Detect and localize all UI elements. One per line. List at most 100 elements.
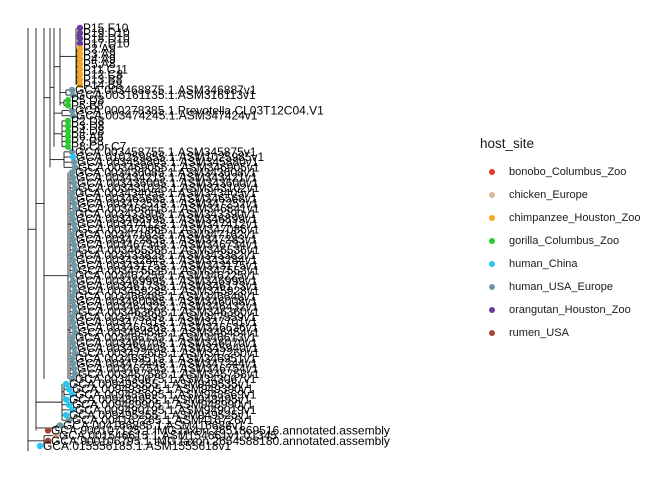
tip-label: GCA.009489905.1.ASM948990v1 [72, 398, 254, 412]
legend-label: human_USA_Europe [509, 280, 613, 293]
tip-point [76, 71, 84, 78]
tip-point [76, 60, 84, 68]
legend-swatch [489, 306, 495, 313]
tip-label: P14.B8 [83, 78, 123, 92]
tip-label: P2.A9 [83, 42, 116, 56]
tip-label: GCA.003459405.1.ASM345940v1 [77, 341, 259, 355]
tip-label: P17.D10 [83, 36, 130, 50]
tip-point [64, 128, 72, 135]
tip-label: GCA.900107125.1.IMG.taxon.2651869516.ann… [51, 424, 390, 438]
tip-label: GCA.003464325.1.ASM346432v1 [77, 300, 259, 314]
tip-point [76, 55, 84, 63]
tip-point [69, 318, 77, 326]
tip-label: GCA.003433825.1.ASM343382v1 [75, 248, 257, 262]
tip-point [68, 148, 76, 156]
tip-label: GCA.003458755.1.ASM345875v1 [75, 145, 257, 159]
legend-item: orangutan_Houston_Zoo [480, 298, 640, 321]
tip-point [70, 200, 78, 207]
tip-point [76, 45, 84, 52]
tip-label: GCA.003457585.1.ASM345758v1 [78, 367, 260, 381]
legend-label: human_China [509, 257, 578, 270]
tip-point [68, 251, 76, 259]
tip-label: P12.C8 [83, 67, 123, 81]
tip-label: GCA.003472525.1.ASM347252v1 [77, 196, 259, 210]
legend-swatch [489, 214, 495, 221]
tip-point [71, 184, 79, 192]
tip-point [64, 117, 72, 125]
tip-label: GCA.003467545.1.ASM346754v1 [77, 362, 259, 376]
tip-label: P3.A9 [83, 47, 116, 61]
tip-point [69, 195, 77, 202]
tip-label: GCA.003474125.1.ASM347412v1 [77, 217, 259, 231]
tip-point [44, 437, 52, 445]
tip-label: GCA.003161135.1.ASM316113v1 [76, 88, 256, 102]
legend-label: orangutan_Houston_Zoo [509, 303, 631, 316]
tip-label: GCA.000278385.1.Prevotella.CL03T12C04.V1 [75, 104, 324, 118]
tip-point [71, 164, 79, 171]
tip-point [76, 24, 84, 32]
legend-swatch [489, 260, 495, 267]
legend-swatch [489, 191, 495, 198]
tip-label: P4.D8 [71, 124, 105, 138]
tip-point [70, 220, 78, 228]
tip-label: P13.B8 [83, 73, 123, 87]
tip-label: GCA.009495255.1.ASM949525v1 [69, 408, 251, 422]
tip-point [70, 303, 78, 310]
tip-label: GCA.003472605.1.ASM347260v1 [78, 346, 260, 360]
tip-label: GCA.003475535.1.ASM347553v1 [78, 264, 260, 278]
tip-point [69, 174, 77, 181]
legend-label: rumen_USA [509, 326, 569, 339]
tip-label: GCA.003468995.1.ASM346899v1 [76, 212, 258, 226]
tip-point [71, 370, 79, 377]
tip-point [68, 169, 76, 176]
tip-label: P8.Cor.C7 [71, 140, 127, 154]
tip-label: P19.D10 [83, 26, 130, 40]
tip-point [68, 375, 76, 383]
tip-point [68, 107, 76, 114]
tip-point [71, 226, 79, 233]
tip-label: P5.B8 [71, 98, 104, 112]
tip-label: GCA.003464545.1.ASM346454v1 [78, 325, 260, 339]
legend-swatch [489, 168, 495, 175]
tip-label: GCA.003459285.1.ASM345928v1 [78, 284, 260, 298]
tip-label: P5.A8 [83, 57, 116, 71]
tip-point [71, 349, 79, 357]
tip-label: GCA.003465685.1.ASM346568v1 [76, 191, 258, 205]
tip-label: P15.F10 [83, 21, 129, 35]
tip-point [70, 282, 78, 290]
tip-point [76, 35, 84, 42]
tip-point [68, 355, 76, 362]
legend-item: bonobo_Columbus_Zoo [480, 160, 640, 183]
tip-point [71, 329, 79, 336]
tip-point [70, 179, 78, 187]
tip-label: GCA.001546615.1.ASM154661v1.01345 [59, 429, 277, 443]
legend-item: human_USA_Europe [480, 275, 640, 298]
tip-label: GCA.003472445.1.ASM347244v1 [76, 356, 258, 370]
legend-swatch [489, 237, 495, 244]
tip-point [70, 365, 78, 372]
tip-point [68, 272, 76, 279]
tip-label: GCA.009484955.1.ASM948495v1 [69, 393, 251, 407]
tip-label: GCA.003469055.1.ASM346905v1 [78, 160, 260, 174]
tip-point [71, 287, 79, 295]
tip-point [64, 143, 72, 150]
tip-label: GCA.003460085.1.ASM346008v1 [76, 295, 258, 309]
tip-label: GCA.003434055.1.ASM343405v1 [75, 186, 257, 200]
tip-point [64, 138, 72, 145]
tip-label: GCA.003472835.1.ASM347283v1 [76, 233, 258, 247]
tip-label: GCA.003468875.1.ASM346887v1 [75, 83, 257, 97]
tip-point [71, 308, 79, 316]
tip-label: GCA.009493905.1.ASM949390v1 [72, 382, 254, 396]
tip-label: GCA.015556185.1.ASM1555618v1 [43, 439, 231, 453]
tip-label: GCA.003468415.1.ASM346841v1 [78, 202, 260, 216]
tip-point [68, 313, 76, 321]
tip-label: GCA.003470865.1.ASM347086v1 [78, 222, 260, 236]
tip-point [68, 86, 76, 94]
legend-item: human_China [480, 252, 640, 275]
tip-label: P5.D8 [71, 93, 105, 107]
tip-label: GCA.003465365.1.ASM346536v1 [78, 243, 260, 257]
tip-point [69, 153, 77, 161]
tip-label: GCA.003430675.1.ASM343067v1 [75, 372, 257, 386]
tip-label: GCA.003434215.1.ASM343421v1 [76, 171, 258, 185]
tip-point [69, 236, 77, 243]
